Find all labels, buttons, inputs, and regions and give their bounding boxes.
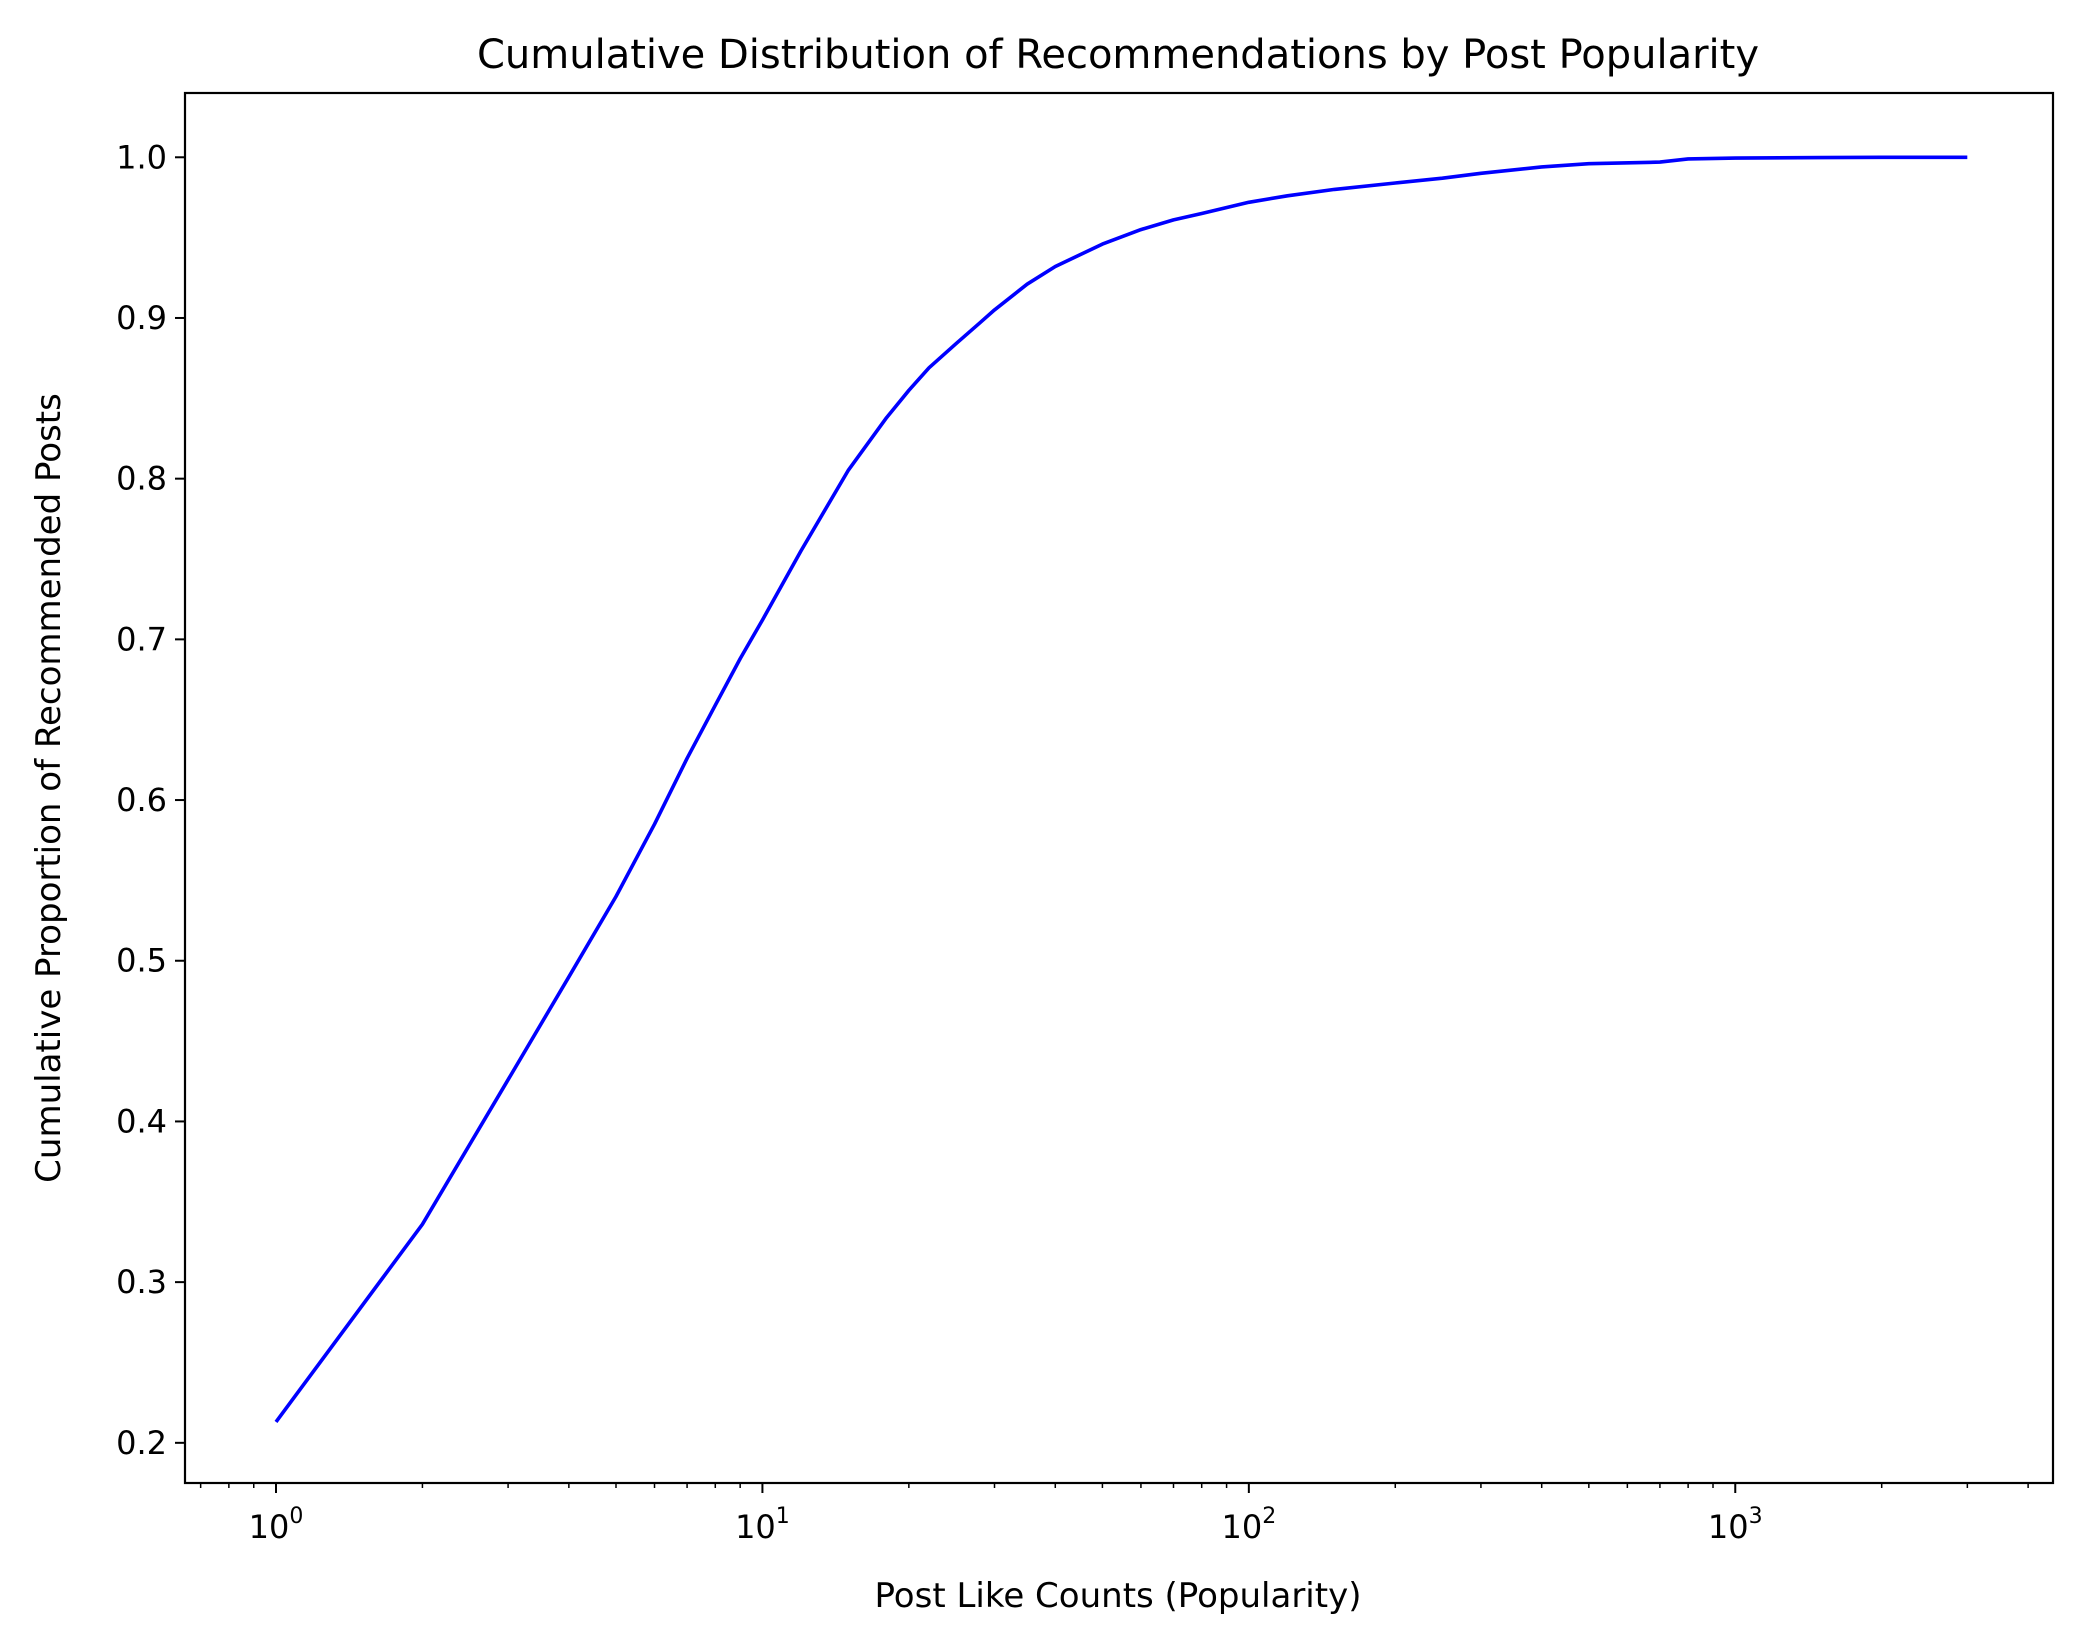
y-tick-label: 0.8 bbox=[116, 460, 167, 498]
x-axis-minor-ticks bbox=[199, 1483, 2029, 1488]
x-axis-label: Post Like Counts (Popularity) bbox=[875, 1576, 1362, 1616]
cdf-series-line bbox=[274, 155, 1968, 1423]
y-axis-label: Cumulative Proportion of Recommended Pos… bbox=[29, 393, 69, 1183]
y-tick-label: 0.4 bbox=[116, 1102, 167, 1140]
y-tick-label: 0.6 bbox=[116, 781, 167, 819]
chart-title: Cumulative Distribution of Recommendatio… bbox=[477, 32, 1759, 78]
x-tick-label: 100 bbox=[249, 1504, 304, 1546]
x-tick-label: 101 bbox=[735, 1504, 790, 1546]
plot-area bbox=[183, 91, 2055, 1485]
x-tick-label: 102 bbox=[1221, 1504, 1276, 1546]
x-tick-label: 103 bbox=[1708, 1504, 1763, 1546]
y-tick-label: 1.0 bbox=[116, 138, 167, 176]
y-axis-ticks: 0.2 0.3 0.4 0.5 0.6 0.7 0.8 0.9 1.0 bbox=[116, 138, 185, 1462]
y-tick-label: 0.5 bbox=[116, 942, 167, 980]
y-tick-label: 0.7 bbox=[116, 620, 167, 658]
y-tick-label: 0.2 bbox=[116, 1424, 167, 1462]
x-axis-ticks: 100 101 102 103 bbox=[249, 1483, 1763, 1546]
y-tick-label: 0.9 bbox=[116, 299, 167, 337]
y-tick-label: 0.3 bbox=[116, 1263, 167, 1301]
